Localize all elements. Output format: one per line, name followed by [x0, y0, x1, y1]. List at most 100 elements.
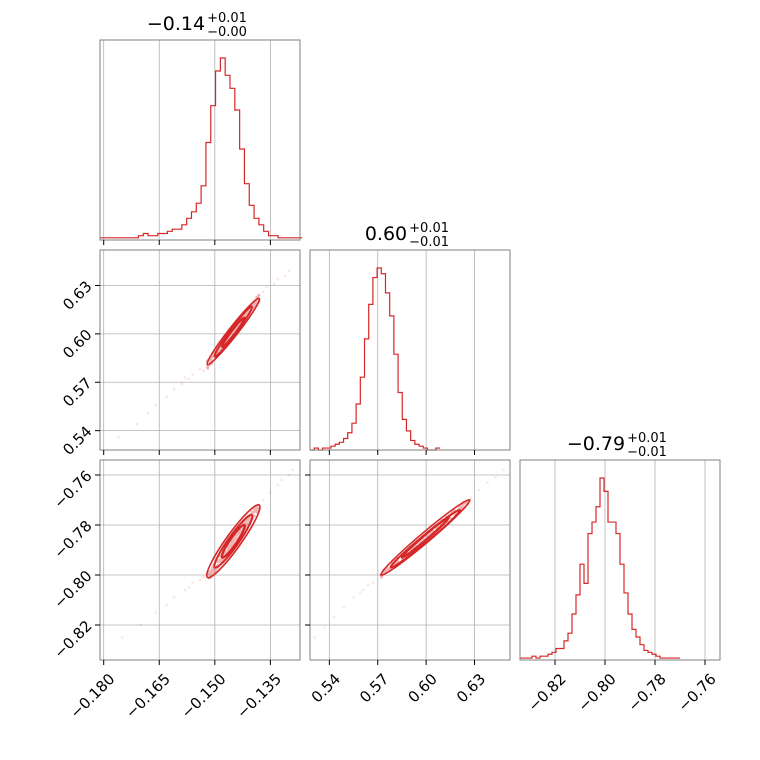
sample-point	[202, 369, 206, 373]
sample-point	[120, 636, 124, 639]
density-contour	[205, 503, 261, 579]
sample-point	[254, 295, 257, 299]
sample-point	[154, 611, 157, 614]
sample-point	[214, 568, 217, 572]
panel-frame	[309, 249, 511, 451]
sample-point	[210, 358, 213, 362]
x-tick-label: −0.150	[178, 670, 230, 722]
sample-point	[229, 543, 233, 547]
title-lower-error: −0.01	[409, 235, 449, 250]
x-tick-label: −0.76	[675, 670, 720, 715]
panel-frame	[519, 459, 721, 661]
sample-point	[210, 571, 214, 575]
sample-point	[486, 481, 489, 484]
sample-point	[165, 603, 168, 607]
sample-point	[478, 488, 481, 492]
sample-point	[383, 570, 386, 574]
sample-point	[216, 560, 220, 564]
sample-point	[255, 510, 259, 514]
x-tick-label: 0.57	[356, 670, 392, 706]
sample-point	[459, 506, 463, 510]
sample-point	[210, 568, 214, 571]
x-tick-label: 0.60	[405, 670, 441, 706]
sample-point	[384, 569, 388, 572]
sample-point	[460, 506, 463, 510]
sample-point	[218, 348, 221, 352]
sample-point	[245, 518, 248, 522]
panel-background	[100, 250, 300, 450]
title-upper-error: +0.01	[627, 431, 667, 446]
y-tick-label: 0.54	[59, 423, 95, 459]
sample-point	[323, 626, 326, 629]
x-tick-label: 0.63	[453, 670, 489, 706]
sample-point	[226, 545, 230, 549]
sample-point	[252, 510, 256, 514]
sample-point	[191, 372, 194, 376]
sample-point	[265, 285, 268, 289]
sample-point	[283, 274, 287, 278]
sample-point	[291, 468, 294, 472]
histogram-step-line	[100, 57, 303, 239]
sample-point	[276, 483, 280, 487]
x-tick-label: −0.180	[66, 670, 118, 722]
sample-point	[502, 468, 505, 472]
sample-point	[211, 570, 215, 574]
sample-point	[191, 581, 194, 584]
sample-point	[465, 501, 468, 504]
sample-point	[246, 522, 250, 526]
sample-point	[245, 311, 249, 315]
sample-point	[386, 567, 390, 570]
panel-background	[100, 460, 300, 660]
sample-point	[253, 509, 257, 513]
sample-point	[366, 583, 370, 587]
sample-point	[211, 565, 214, 569]
sample-point	[187, 377, 191, 381]
sample-point	[210, 568, 214, 572]
density-contour	[220, 316, 246, 349]
y-tick-label: −0.78	[50, 517, 95, 562]
sample-point	[313, 636, 317, 639]
sample-point	[371, 581, 375, 584]
sample-point	[352, 596, 355, 599]
sample-point	[385, 567, 389, 571]
sample-point	[272, 282, 276, 286]
panel-title: −0.14 +0.01−0.00	[147, 11, 247, 40]
sample-point	[117, 435, 120, 439]
sample-point	[251, 511, 255, 515]
sample-point	[235, 533, 239, 537]
y-tick-label: −0.80	[50, 567, 95, 612]
sample-point	[358, 591, 362, 594]
x-tick-label: −0.82	[525, 670, 570, 715]
sample-point	[255, 508, 259, 512]
sample-point	[230, 542, 234, 546]
sample-point	[228, 543, 232, 547]
title-lower-error: −0.01	[627, 445, 667, 460]
sample-point	[255, 510, 259, 514]
sample-point	[245, 519, 248, 522]
sample-point	[198, 578, 202, 582]
density-contour	[400, 516, 450, 559]
panel-title: −0.79 +0.01−0.01	[567, 431, 667, 460]
sample-point	[245, 522, 249, 525]
sample-point	[154, 403, 157, 407]
sample-point	[252, 514, 256, 518]
sample-point	[183, 376, 187, 379]
sample-point	[380, 575, 383, 579]
sample-point	[385, 569, 389, 573]
histogram-panel: 0.60 +0.01−0.01	[309, 221, 511, 455]
title-value: −0.79	[567, 433, 625, 455]
panel-frame	[99, 459, 301, 661]
sample-point	[219, 560, 222, 564]
sample-point	[230, 541, 234, 545]
sample-point	[172, 387, 176, 391]
sample-point	[237, 532, 241, 536]
sample-point	[229, 544, 233, 548]
x-tick-label: 0.54	[308, 670, 344, 706]
sample-point	[469, 496, 473, 499]
sample-point	[234, 537, 238, 541]
sample-point	[206, 366, 210, 370]
panel-title: 0.60 +0.01−0.01	[365, 221, 449, 250]
sample-point	[287, 473, 291, 477]
scatter-panel: 0.54 0.57 0.60 0.63	[59, 249, 301, 459]
